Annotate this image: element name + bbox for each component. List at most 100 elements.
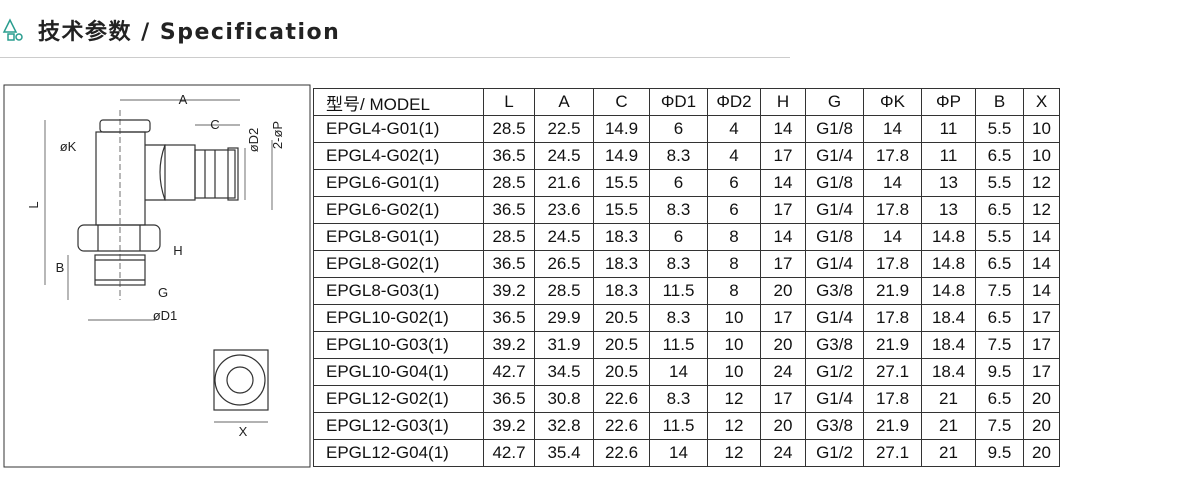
cell: G1/8 <box>805 169 864 197</box>
cell: 22.6 <box>593 385 650 413</box>
header-row: 型号/ MODEL L A C ΦD1 ΦD2 H G ΦK ΦP B X <box>313 88 1060 116</box>
cell: EPGL12-G04(1) <box>313 439 484 467</box>
data-row: EPGL12-G04(1) 42.7 35.4 22.6 14 12 24 G1/2 27.1 2… <box>313 439 1060 467</box>
cell: 6 <box>707 196 761 224</box>
cell: 13 <box>921 196 976 224</box>
cell: 31.9 <box>534 331 594 359</box>
column-header: ΦP <box>921 88 976 116</box>
cell: 24 <box>760 439 806 467</box>
cell: 34.5 <box>534 358 594 386</box>
cell: 28.5 <box>534 277 594 305</box>
cell: 36.5 <box>483 250 535 278</box>
cell: 18.4 <box>921 304 976 332</box>
cell: 13 <box>921 169 976 197</box>
column-header: L <box>483 88 535 116</box>
cell: 6 <box>649 223 708 251</box>
cell: 27.1 <box>863 358 922 386</box>
data-row: EPGL8-G03(1) 39.2 28.5 18.3 11.5 8 20 G3/8 21.9 1… <box>313 277 1060 305</box>
cell: 36.5 <box>483 304 535 332</box>
cell: EPGL10-G04(1) <box>313 358 484 386</box>
cell: 30.8 <box>534 385 594 413</box>
cell: 17 <box>1023 358 1060 386</box>
data-row: EPGL6-G01(1) 28.5 21.6 15.5 6 6 14 G1/8 14 13 5.5 1… <box>313 169 1060 197</box>
cell: EPGL12-G02(1) <box>313 385 484 413</box>
data-row: EPGL10-G04(1) 42.7 34.5 20.5 14 10 24 G1/2 27.1 1… <box>313 358 1060 386</box>
column-header: H <box>760 88 806 116</box>
cell: 21 <box>921 439 976 467</box>
cell: 14 <box>649 439 708 467</box>
cell: 6 <box>649 169 708 197</box>
dimension-label: H <box>173 243 182 258</box>
cell: 28.5 <box>483 169 535 197</box>
cell: EPGL8-G03(1) <box>313 277 484 305</box>
cell: 8.3 <box>649 385 708 413</box>
cell: 12 <box>707 412 761 440</box>
fitting-drawing <box>44 99 273 423</box>
spec-table: 型号/ MODEL L A C ΦD1 ΦD2 H G ΦK ΦP B X EPGL4-G01(1) 28… <box>313 88 1060 467</box>
cell: EPGL6-G02(1) <box>313 196 484 224</box>
dimension-label: øK <box>60 139 77 154</box>
cell: 10 <box>707 331 761 359</box>
cell: 11.5 <box>649 412 708 440</box>
cell: 36.5 <box>483 142 535 170</box>
cell: 9.5 <box>975 439 1024 467</box>
cell: EPGL4-G01(1) <box>313 115 484 143</box>
cell: G1/4 <box>805 250 864 278</box>
cell: 10 <box>1023 115 1060 143</box>
cell: 17 <box>760 385 806 413</box>
cell: 6.5 <box>975 142 1024 170</box>
cell: 39.2 <box>483 277 535 305</box>
dimension-label: B <box>56 260 65 275</box>
cell: 24 <box>760 358 806 386</box>
divider <box>0 57 790 58</box>
cell: 14 <box>863 223 922 251</box>
cell: 17.8 <box>863 304 922 332</box>
cell: 14 <box>760 223 806 251</box>
dimension-label: 2-øP <box>270 121 285 149</box>
cell: 11.5 <box>649 331 708 359</box>
cell: 21 <box>921 412 976 440</box>
cell: 8.3 <box>649 250 708 278</box>
data-row: EPGL12-G02(1) 36.5 30.8 22.6 8.3 12 17 G1/4 17.8… <box>313 385 1060 413</box>
cell: 14.8 <box>921 223 976 251</box>
cell: G1/8 <box>805 115 864 143</box>
cell: 12 <box>1023 196 1060 224</box>
cell: 20 <box>760 412 806 440</box>
cell: 7.5 <box>975 277 1024 305</box>
cell: 36.5 <box>483 196 535 224</box>
cell: 20 <box>760 331 806 359</box>
cell: 17.8 <box>863 196 922 224</box>
cell: G1/4 <box>805 142 864 170</box>
cell: 10 <box>1023 142 1060 170</box>
cell: 12 <box>707 385 761 413</box>
cell: 6.5 <box>975 385 1024 413</box>
cell: 17 <box>760 250 806 278</box>
cell: 14 <box>760 169 806 197</box>
cell: 14.8 <box>921 277 976 305</box>
cell: 11 <box>921 142 976 170</box>
column-header: ΦD1 <box>649 88 708 116</box>
title-icon <box>2 18 23 41</box>
cell: 15.5 <box>593 169 650 197</box>
column-header: ΦD2 <box>707 88 761 116</box>
dimension-label: L <box>26 201 41 208</box>
column-header: C <box>593 88 650 116</box>
diagram-frame <box>3 84 311 468</box>
cell: 20 <box>1023 385 1060 413</box>
cell: 4 <box>707 115 761 143</box>
data-row: EPGL12-G03(1) 39.2 32.8 22.6 11.5 12 20 G3/8 21.… <box>313 412 1060 440</box>
cell: EPGL6-G01(1) <box>313 169 484 197</box>
cell: 28.5 <box>483 223 535 251</box>
cell: 11.5 <box>649 277 708 305</box>
cell: 12 <box>707 439 761 467</box>
data-row: EPGL4-G01(1) 28.5 22.5 14.9 6 4 14 G1/8 14 11 5.5 1… <box>313 115 1060 143</box>
cell: 27.1 <box>863 439 922 467</box>
cell: G1/8 <box>805 223 864 251</box>
cell: 17 <box>760 304 806 332</box>
cell: 8 <box>707 250 761 278</box>
cell: 20.5 <box>593 304 650 332</box>
cell: 14 <box>863 115 922 143</box>
